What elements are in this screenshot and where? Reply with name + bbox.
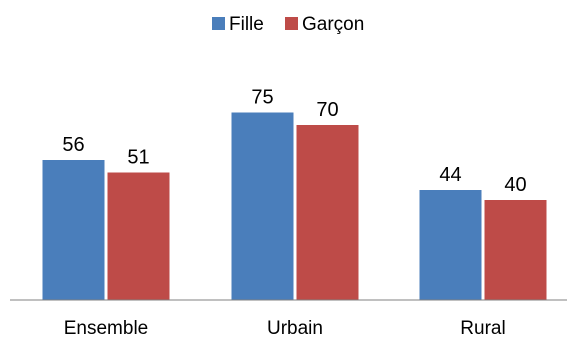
- data-label-urbain-garcon: 70: [316, 99, 338, 121]
- bar-rural-garcon: [484, 200, 547, 300]
- bar-ensemble-garcon: [107, 172, 170, 300]
- bar-urbain-garcon: [296, 125, 359, 300]
- legend-swatch-fille: [212, 17, 225, 30]
- x-tick-label-rural: Rural: [460, 318, 505, 339]
- bar-rural-fille: [419, 190, 482, 300]
- bar-urbain-fille: [231, 112, 294, 300]
- data-label-rural-fille: 44: [439, 164, 461, 186]
- bar-ensemble-fille: [42, 160, 105, 300]
- x-tick-label-urbain: Urbain: [267, 318, 323, 339]
- x-tick-label-ensemble: Ensemble: [64, 318, 149, 339]
- data-label-ensemble-fille: 56: [62, 134, 84, 156]
- data-label-rural-garcon: 40: [504, 174, 526, 196]
- x-axis-ticks: Ensemble Urbain Rural: [64, 318, 506, 339]
- legend-label-fille: Fille: [229, 14, 264, 35]
- data-label-urbain-fille: 75: [251, 87, 273, 109]
- plot-area: 56 51 75 70 44 40: [42, 87, 547, 300]
- legend-swatch-garcon: [285, 17, 298, 30]
- legend: Fille Garçon: [212, 14, 364, 35]
- legend-label-garcon: Garçon: [302, 14, 364, 35]
- data-label-ensemble-garcon: 51: [127, 147, 149, 169]
